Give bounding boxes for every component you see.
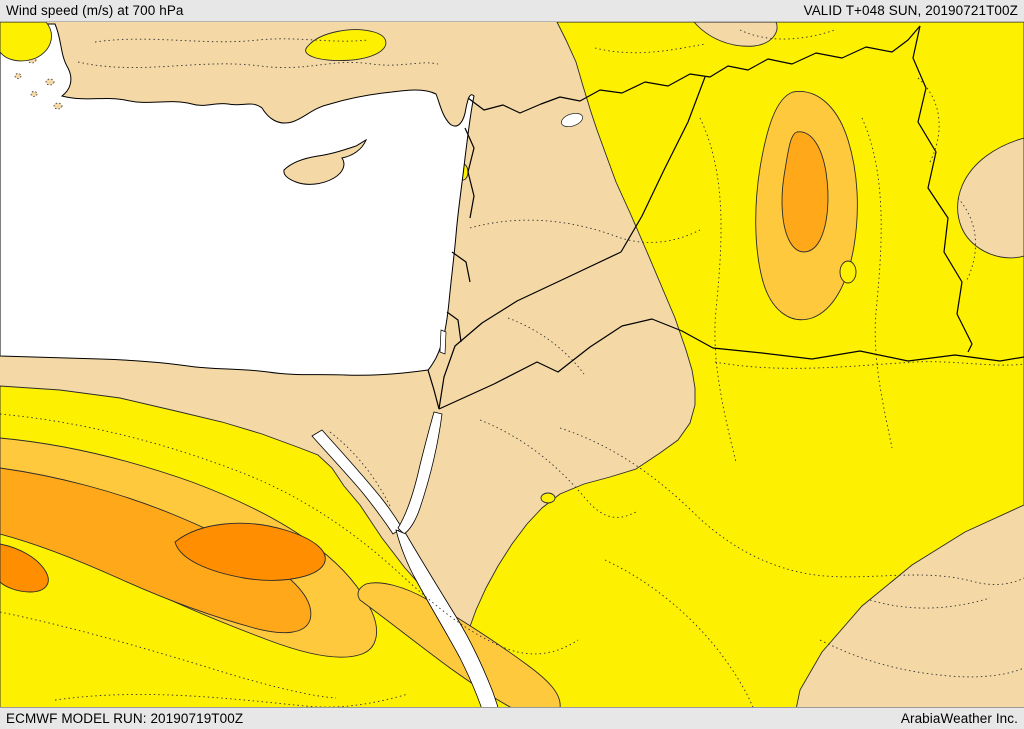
border-syria-jordan [438,251,622,410]
cyprus-island [283,138,368,185]
land-patch-right-edge [957,137,1024,259]
wind-region-orange-east [781,131,829,253]
header-bar: Wind speed (m/s) at 700 hPa VALID T+048 … [0,0,1024,22]
model-run-label: ECMWF MODEL RUN: 20190719T00Z [6,711,244,726]
wind-contour-ring-east [839,260,857,284]
border-syria-iraq [620,76,706,253]
wind-islet-turkey [305,29,387,61]
border-israel-syria [451,251,471,283]
footer-bar: ECMWF MODEL RUN: 20190719T00Z ArabiaWeat… [0,707,1024,729]
border-lebanon-syria [464,127,475,219]
valid-time-label: VALID T+048 SUN, 20190721T00Z [803,3,1018,18]
wind-islet-northwest-corner [0,21,52,62]
attribution-label: ArabiaWeather Inc. [900,711,1018,726]
border-egypt-israel [427,369,440,410]
land-patch-top-right [693,21,778,47]
wind-region-orange-egypt [0,467,312,634]
contour-dotted-lines [0,29,1024,723]
border-turkey-south [467,25,921,114]
lake-tuz [560,112,584,128]
wind-region-deep-orange-west [0,543,49,593]
dead-sea [439,329,447,355]
country-borders [427,25,1024,410]
border-iraq-iran [912,25,973,353]
wind-region-deep-orange-core [174,522,326,581]
mediterranean-sea [0,23,475,376]
map-title: Wind speed (m/s) at 700 hPa [6,3,184,18]
red-sea [395,529,504,729]
border-jordan-saudi [438,318,1024,410]
border-israel-jordan [446,311,462,343]
wind-islet-saudi [540,492,556,504]
